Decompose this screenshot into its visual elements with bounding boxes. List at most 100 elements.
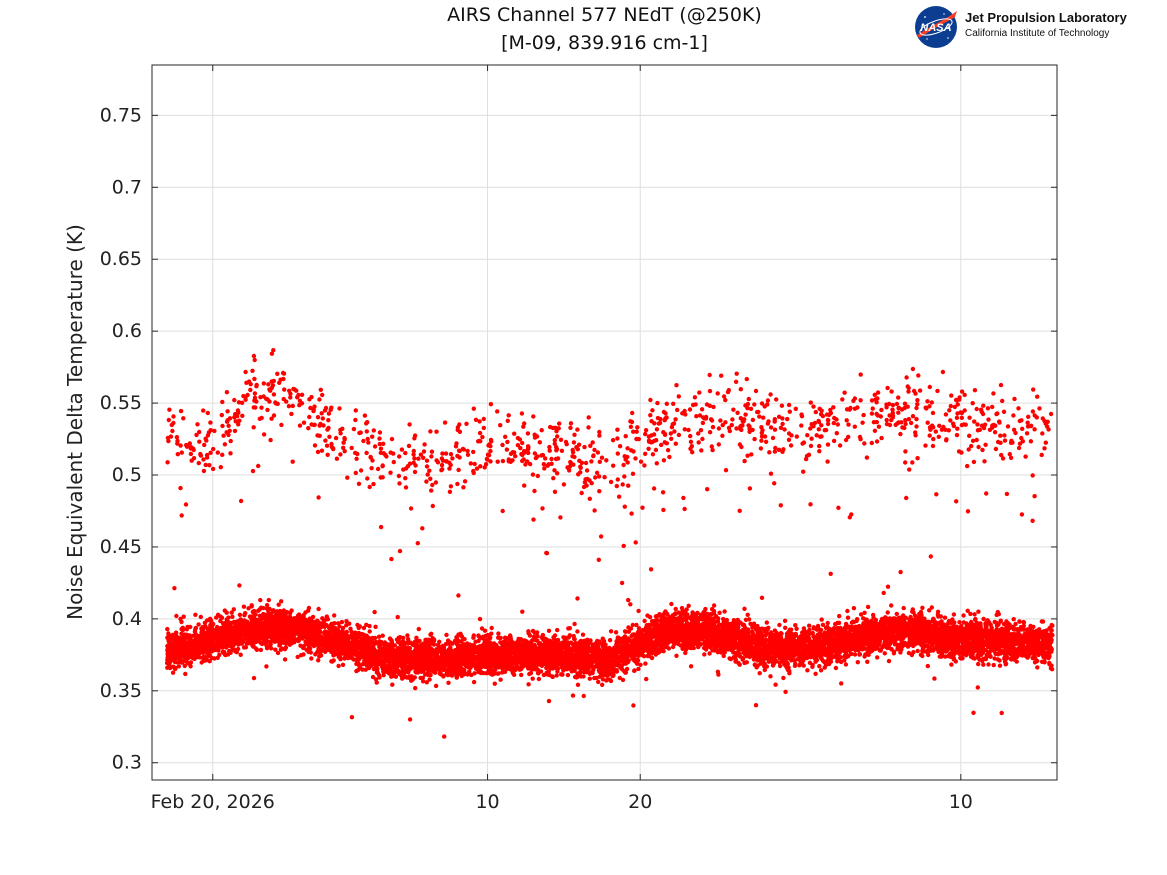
data-point [818,668,824,673]
data-point [743,617,749,622]
data-point [608,629,614,634]
data-point [231,607,236,612]
data-point [772,628,778,633]
data-point [600,677,606,682]
data-point [988,648,993,654]
data-point [674,653,679,658]
data-point [339,619,345,625]
data-point [330,659,335,664]
data-point [702,652,707,657]
chart-title: AIRS Channel 577 NEdT (@250K) [447,4,762,26]
data-point [275,650,281,656]
data-point [886,658,892,664]
data-point [845,608,850,614]
data-point [813,671,818,676]
data-point [546,698,552,704]
data-point [643,661,648,666]
nasa-meatball-icon: NASA [915,6,957,48]
data-point [630,622,635,628]
data-point [264,664,269,669]
data-point [972,612,977,617]
data-point [580,632,586,637]
data-point [645,623,650,628]
data-point [885,584,891,589]
data-point [332,613,337,618]
data-point [949,662,954,667]
data-point [717,610,722,615]
data-point [801,663,806,668]
data-point [214,615,219,620]
data-point [303,610,308,615]
data-point [644,676,649,682]
data-point [628,602,633,607]
data-point [575,596,580,601]
data-point [555,669,560,674]
data-point [237,612,243,617]
data-point [819,617,824,622]
data-point [229,610,234,615]
data-point [596,679,601,685]
data-point [306,605,312,611]
data-point [178,616,183,622]
data-point [363,667,368,672]
data-point [781,675,786,681]
data-point [911,650,916,655]
data-point [758,634,763,639]
data-point [889,603,894,608]
data-point [183,671,188,677]
data-point [981,662,986,667]
data-point [915,648,920,654]
data-point [477,616,483,622]
data-point [898,569,903,575]
data-point [340,625,346,631]
data-point [420,679,426,684]
data-point [258,597,263,603]
data-point [340,662,346,667]
data-point [636,666,641,672]
data-point [380,633,385,638]
data-point [309,656,314,661]
data-point [1014,659,1019,664]
data-point [783,625,788,630]
data-point [851,606,857,611]
data-point [961,613,966,618]
data-point [951,612,957,617]
data-point [181,614,186,619]
data-point [530,676,535,681]
data-point [613,630,619,635]
data-point [572,621,577,627]
data-point [246,606,251,611]
data-point [193,612,198,617]
data-point [688,664,694,669]
data-point [552,637,557,642]
data-point [427,677,432,682]
nasa-wordmark: NASA [920,22,951,34]
chart-subtitle: [M-09, 839.916 cm-1] [501,32,708,54]
data-point [983,648,988,653]
data-point [976,609,981,614]
data-point [238,652,243,657]
data-point [418,675,423,681]
data-point [833,665,839,671]
data-point [449,673,455,678]
data-point [825,620,830,626]
data-point [546,628,552,633]
data-point [279,599,284,604]
lab-name: Jet Propulsion Laboratory [965,10,1127,25]
institute-name: California Institute of Technology [965,28,1110,39]
data-point [857,652,863,657]
data-point [526,682,531,687]
data-point [413,685,418,691]
data-points [164,348,1055,739]
data-point [165,626,170,632]
data-point [230,614,235,619]
data-point [316,606,321,612]
data-point [489,625,494,631]
data-point [254,647,260,652]
data-point [373,624,378,629]
data-point [994,623,1000,628]
data-point [498,677,503,682]
data-point [976,661,981,667]
data-point [716,672,721,677]
